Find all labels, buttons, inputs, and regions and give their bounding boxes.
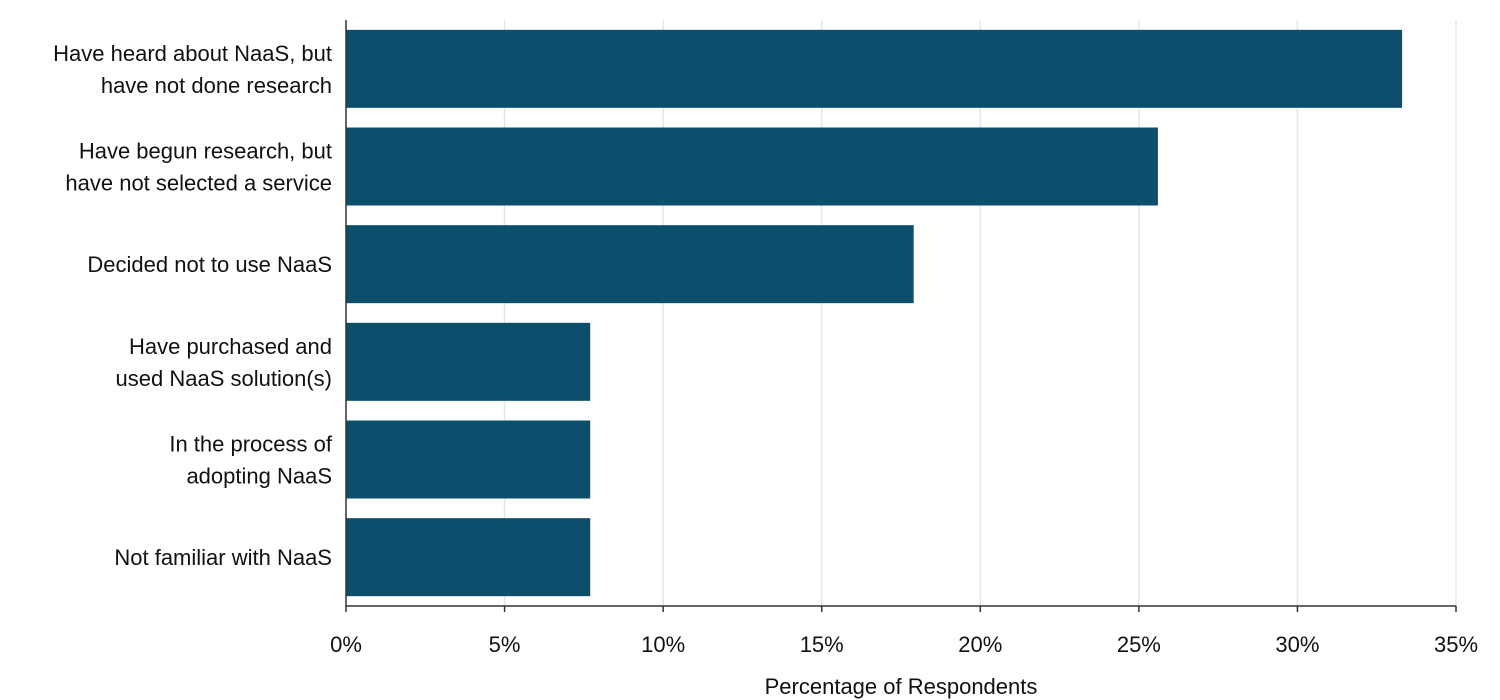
category-label-line: adopting NaaS [186,464,332,489]
bar [346,225,914,304]
category-label-line: In the process of [169,432,333,457]
x-tick-label: 0% [330,632,362,657]
grid-lines [503,20,1457,606]
category-label: In the process of adopting NaaS [169,432,333,489]
x-axis-title: Percentage of Respondents [765,674,1038,699]
x-tick-label: 35% [1434,632,1478,657]
category-label: Have purchased and used NaaS solution(s) [116,334,332,391]
x-tick-labels: 0% 5% 10% 15% 20% 25% 30% 35% [330,632,1478,657]
x-tick-label: 25% [1117,632,1161,657]
category-label-line: have not done research [101,73,332,98]
category-label-line: have not selected a service [65,171,332,196]
category-label-line: Decided not to use NaaS [87,252,332,277]
bar [346,29,1403,108]
category-label: Not familiar with NaaS [114,545,332,570]
category-label-line: Have begun research, but [79,139,332,164]
bar [346,420,591,499]
bar [346,518,591,597]
axes [345,20,1457,612]
category-label-line: used NaaS solution(s) [116,366,332,391]
bars [346,29,1403,597]
bar [346,127,1158,206]
x-tick-label: 30% [1275,632,1319,657]
category-label-line: Not familiar with NaaS [114,545,332,570]
bar [346,322,591,401]
x-tick-label: 10% [641,632,685,657]
x-tick-label: 15% [800,632,844,657]
category-label-line: Have heard about NaaS, but [53,41,332,66]
category-label: Decided not to use NaaS [87,252,332,277]
category-label-line: Have purchased and [129,334,332,359]
category-labels: Have heard about NaaS, but have not done … [53,41,333,570]
x-tick-label: 5% [489,632,521,657]
category-label: Have begun research, but have not selecte… [65,139,332,196]
category-label: Have heard about NaaS, but have not done … [53,41,332,98]
x-tick-label: 20% [958,632,1002,657]
